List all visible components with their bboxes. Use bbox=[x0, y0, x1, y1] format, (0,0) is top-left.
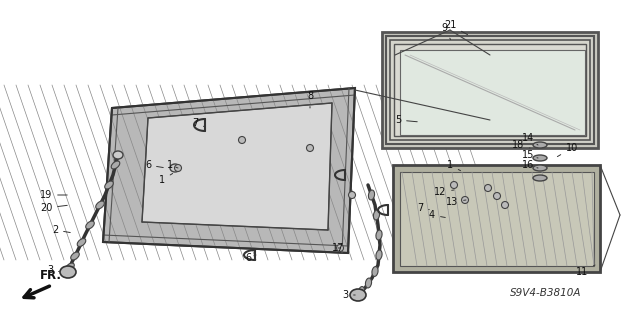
Polygon shape bbox=[400, 50, 585, 135]
Ellipse shape bbox=[533, 142, 547, 148]
Ellipse shape bbox=[484, 184, 492, 191]
Ellipse shape bbox=[105, 181, 113, 189]
Ellipse shape bbox=[70, 252, 79, 260]
Text: 14: 14 bbox=[522, 133, 538, 145]
Polygon shape bbox=[393, 165, 600, 272]
Text: 7: 7 bbox=[417, 203, 429, 213]
Text: 21: 21 bbox=[444, 20, 468, 35]
Text: 17: 17 bbox=[332, 243, 344, 253]
Text: 18: 18 bbox=[512, 140, 530, 150]
Ellipse shape bbox=[337, 244, 344, 251]
Text: 1: 1 bbox=[447, 160, 461, 171]
Ellipse shape bbox=[376, 250, 382, 260]
Ellipse shape bbox=[376, 230, 382, 240]
Text: 13: 13 bbox=[446, 197, 466, 207]
Text: 6: 6 bbox=[245, 253, 256, 263]
Ellipse shape bbox=[307, 145, 314, 152]
Ellipse shape bbox=[111, 161, 120, 169]
Text: 12: 12 bbox=[434, 187, 454, 197]
Text: 10: 10 bbox=[557, 143, 578, 157]
Text: 19: 19 bbox=[40, 190, 67, 200]
Text: 7: 7 bbox=[192, 118, 205, 128]
Text: 16: 16 bbox=[522, 160, 538, 170]
Ellipse shape bbox=[239, 137, 246, 144]
Ellipse shape bbox=[86, 221, 94, 229]
Text: 3: 3 bbox=[47, 265, 60, 275]
Text: 20: 20 bbox=[40, 203, 67, 213]
Ellipse shape bbox=[533, 155, 547, 161]
Ellipse shape bbox=[358, 286, 365, 296]
Polygon shape bbox=[400, 172, 594, 266]
Text: 11: 11 bbox=[576, 265, 595, 277]
Ellipse shape bbox=[373, 210, 380, 220]
Ellipse shape bbox=[533, 165, 547, 171]
Text: 1: 1 bbox=[167, 160, 178, 170]
Polygon shape bbox=[103, 88, 355, 253]
Ellipse shape bbox=[96, 201, 104, 209]
Text: S9V4-B3810A: S9V4-B3810A bbox=[510, 288, 582, 298]
Ellipse shape bbox=[170, 164, 180, 172]
Ellipse shape bbox=[369, 190, 374, 200]
Ellipse shape bbox=[502, 202, 509, 209]
Ellipse shape bbox=[365, 278, 372, 288]
Text: 1: 1 bbox=[159, 174, 173, 185]
Text: 4: 4 bbox=[429, 210, 445, 220]
Text: 6: 6 bbox=[145, 160, 163, 170]
Text: 9: 9 bbox=[441, 23, 451, 40]
Ellipse shape bbox=[77, 239, 86, 247]
Ellipse shape bbox=[349, 191, 355, 198]
Text: 5: 5 bbox=[395, 115, 417, 125]
Ellipse shape bbox=[60, 266, 76, 278]
Ellipse shape bbox=[350, 289, 366, 301]
Ellipse shape bbox=[493, 192, 500, 199]
Ellipse shape bbox=[533, 175, 547, 181]
Polygon shape bbox=[394, 44, 586, 136]
Polygon shape bbox=[142, 103, 332, 230]
Ellipse shape bbox=[113, 151, 123, 159]
Text: 2: 2 bbox=[52, 225, 70, 235]
Ellipse shape bbox=[175, 165, 182, 172]
Polygon shape bbox=[386, 36, 594, 144]
Polygon shape bbox=[382, 32, 598, 148]
Ellipse shape bbox=[66, 263, 74, 271]
Text: 8: 8 bbox=[307, 91, 313, 108]
Ellipse shape bbox=[451, 182, 458, 189]
Text: FR.: FR. bbox=[40, 269, 62, 282]
Polygon shape bbox=[390, 40, 590, 140]
Text: 15: 15 bbox=[522, 150, 538, 160]
Ellipse shape bbox=[461, 197, 468, 204]
Text: 3: 3 bbox=[342, 290, 355, 300]
Ellipse shape bbox=[372, 267, 378, 277]
